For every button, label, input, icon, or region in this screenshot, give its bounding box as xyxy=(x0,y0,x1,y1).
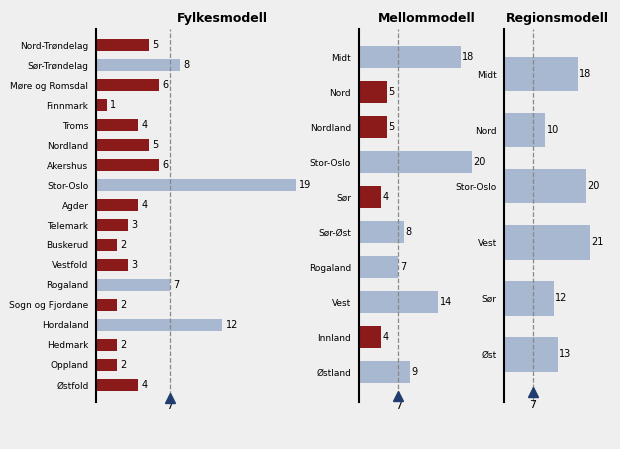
Bar xyxy=(96,79,159,91)
Text: 13: 13 xyxy=(559,349,571,359)
Text: 20: 20 xyxy=(587,181,600,191)
Text: 7: 7 xyxy=(529,400,537,410)
Bar xyxy=(96,319,223,331)
Text: 6: 6 xyxy=(162,160,169,170)
Title: Regionsmodell: Regionsmodell xyxy=(506,12,609,25)
Bar xyxy=(358,186,381,208)
Text: 2: 2 xyxy=(120,340,126,350)
Bar xyxy=(505,169,586,203)
Bar xyxy=(505,337,557,372)
Text: 7: 7 xyxy=(400,262,406,272)
Bar xyxy=(96,199,138,211)
Bar xyxy=(96,39,149,51)
Text: 7: 7 xyxy=(173,280,179,290)
Bar xyxy=(505,57,578,92)
Bar xyxy=(96,379,138,391)
Text: 8: 8 xyxy=(405,227,412,237)
Bar xyxy=(358,256,398,278)
Bar xyxy=(358,221,404,243)
Text: 18: 18 xyxy=(579,69,591,79)
Text: 10: 10 xyxy=(547,125,559,135)
Bar xyxy=(96,159,159,171)
Text: 6: 6 xyxy=(162,80,169,90)
Text: 18: 18 xyxy=(463,52,474,62)
Text: 4: 4 xyxy=(141,120,148,130)
Text: 3: 3 xyxy=(131,220,137,230)
Text: 8: 8 xyxy=(184,60,190,70)
Text: 7: 7 xyxy=(166,401,174,411)
Text: 2: 2 xyxy=(120,240,126,250)
Bar xyxy=(96,139,149,151)
Bar xyxy=(96,259,128,271)
Text: 4: 4 xyxy=(141,380,148,390)
Bar xyxy=(96,279,170,291)
Bar xyxy=(96,339,117,351)
Bar xyxy=(96,99,107,111)
Bar xyxy=(358,46,461,68)
Bar xyxy=(96,59,180,71)
Title: Fylkesmodell: Fylkesmodell xyxy=(177,12,268,25)
Text: 4: 4 xyxy=(383,192,389,202)
Text: 1: 1 xyxy=(110,100,116,110)
Text: 3: 3 xyxy=(131,260,137,270)
Bar xyxy=(96,359,117,371)
Bar xyxy=(96,219,128,231)
Text: 12: 12 xyxy=(555,293,567,303)
Bar xyxy=(96,119,138,131)
Text: 4: 4 xyxy=(141,200,148,210)
Title: Mellommodell: Mellommodell xyxy=(378,12,476,25)
Text: 2: 2 xyxy=(120,300,126,310)
Bar xyxy=(96,179,296,191)
Text: 21: 21 xyxy=(591,237,604,247)
Text: 5: 5 xyxy=(389,122,395,132)
Bar xyxy=(358,116,387,138)
Bar xyxy=(96,239,117,251)
Bar xyxy=(505,281,554,316)
Bar xyxy=(358,81,387,103)
Text: 7: 7 xyxy=(395,401,402,411)
Text: 14: 14 xyxy=(440,297,452,307)
Text: 2: 2 xyxy=(120,360,126,370)
Text: 20: 20 xyxy=(474,157,486,167)
Text: 5: 5 xyxy=(152,140,158,150)
Bar xyxy=(358,326,381,348)
Text: 5: 5 xyxy=(152,40,158,50)
Text: 12: 12 xyxy=(226,320,238,330)
Bar xyxy=(358,361,410,383)
Bar xyxy=(358,151,472,173)
Text: 19: 19 xyxy=(299,180,311,190)
Bar xyxy=(505,225,590,260)
Bar xyxy=(358,291,438,313)
Text: 9: 9 xyxy=(411,367,417,377)
Bar xyxy=(505,113,546,147)
Text: 5: 5 xyxy=(389,87,395,97)
Text: 4: 4 xyxy=(383,332,389,342)
Bar xyxy=(96,299,117,311)
